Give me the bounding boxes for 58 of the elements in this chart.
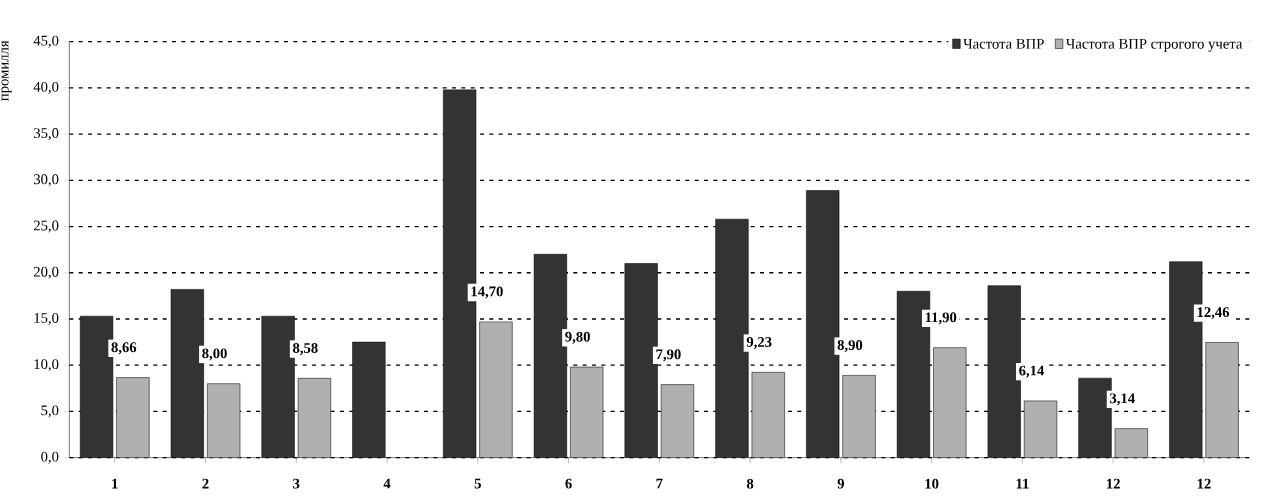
data-label: 11,90 bbox=[925, 312, 957, 325]
y-tick-label: 5,0 bbox=[41, 405, 59, 418]
y-tick-label: 45,0 bbox=[33, 35, 59, 48]
data-label: 9,23 bbox=[746, 337, 772, 350]
bar bbox=[261, 316, 295, 458]
bar bbox=[479, 321, 513, 458]
x-tick-label: 5 bbox=[474, 478, 481, 489]
bar bbox=[80, 316, 113, 458]
y-axis-title: промилля bbox=[1, 40, 12, 101]
bar bbox=[298, 378, 331, 458]
data-label: 8,90 bbox=[837, 340, 863, 353]
bar bbox=[1024, 400, 1057, 458]
bar bbox=[1114, 428, 1148, 458]
bar bbox=[1205, 342, 1239, 458]
bar bbox=[352, 342, 386, 458]
bar bbox=[624, 263, 658, 458]
data-label: 9,80 bbox=[565, 331, 590, 344]
bar bbox=[534, 254, 567, 458]
x-tick-label: 6 bbox=[565, 478, 572, 489]
y-tick-label: 15,0 bbox=[34, 312, 59, 325]
data-label: 12,46 bbox=[1197, 307, 1230, 320]
bar bbox=[933, 347, 967, 458]
y-tick-label: 30,0 bbox=[33, 174, 59, 187]
bar bbox=[751, 372, 785, 458]
bar bbox=[661, 384, 694, 458]
bar bbox=[842, 375, 876, 458]
data-label: 7,90 bbox=[656, 349, 681, 362]
bar bbox=[570, 367, 604, 458]
x-tick-label: 2 bbox=[202, 478, 209, 489]
x-tick-label: 4 bbox=[383, 478, 391, 489]
data-label: 6,14 bbox=[1019, 365, 1045, 378]
x-tick-label: 12 bbox=[1107, 478, 1120, 489]
x-tick-label: 1 bbox=[112, 478, 118, 489]
legend-label: Частота ВПР строгого учета bbox=[1065, 38, 1243, 52]
data-label: 8,00 bbox=[202, 348, 227, 361]
bar bbox=[116, 377, 150, 458]
y-tick-label: 35,0 bbox=[33, 128, 59, 141]
bar bbox=[207, 383, 240, 458]
x-tick-label: 7 bbox=[656, 478, 663, 489]
x-tick-label: 3 bbox=[293, 478, 300, 489]
data-label: 14,70 bbox=[471, 286, 503, 299]
bar bbox=[171, 289, 204, 458]
y-tick-label: 40,0 bbox=[33, 81, 59, 94]
y-tick-label: 25,0 bbox=[33, 220, 59, 233]
bar bbox=[987, 285, 1021, 458]
data-label: 3,14 bbox=[1109, 393, 1135, 406]
legend-label: Частота ВПР bbox=[963, 38, 1044, 49]
y-tick-label: 0,0 bbox=[41, 451, 59, 464]
x-tick-label: 10 bbox=[925, 478, 939, 489]
x-tick-label: 8 bbox=[746, 478, 754, 489]
x-tick-label: 9 bbox=[837, 478, 844, 489]
y-tick-label: 10,0 bbox=[34, 359, 59, 372]
x-tick-label: 12 bbox=[1197, 478, 1211, 489]
x-tick-label: 11 bbox=[1016, 478, 1029, 489]
data-label: 8,66 bbox=[111, 342, 137, 355]
bar bbox=[1078, 378, 1112, 458]
y-tick-label: 20,0 bbox=[33, 266, 59, 279]
data-label: 8,58 bbox=[292, 343, 318, 356]
